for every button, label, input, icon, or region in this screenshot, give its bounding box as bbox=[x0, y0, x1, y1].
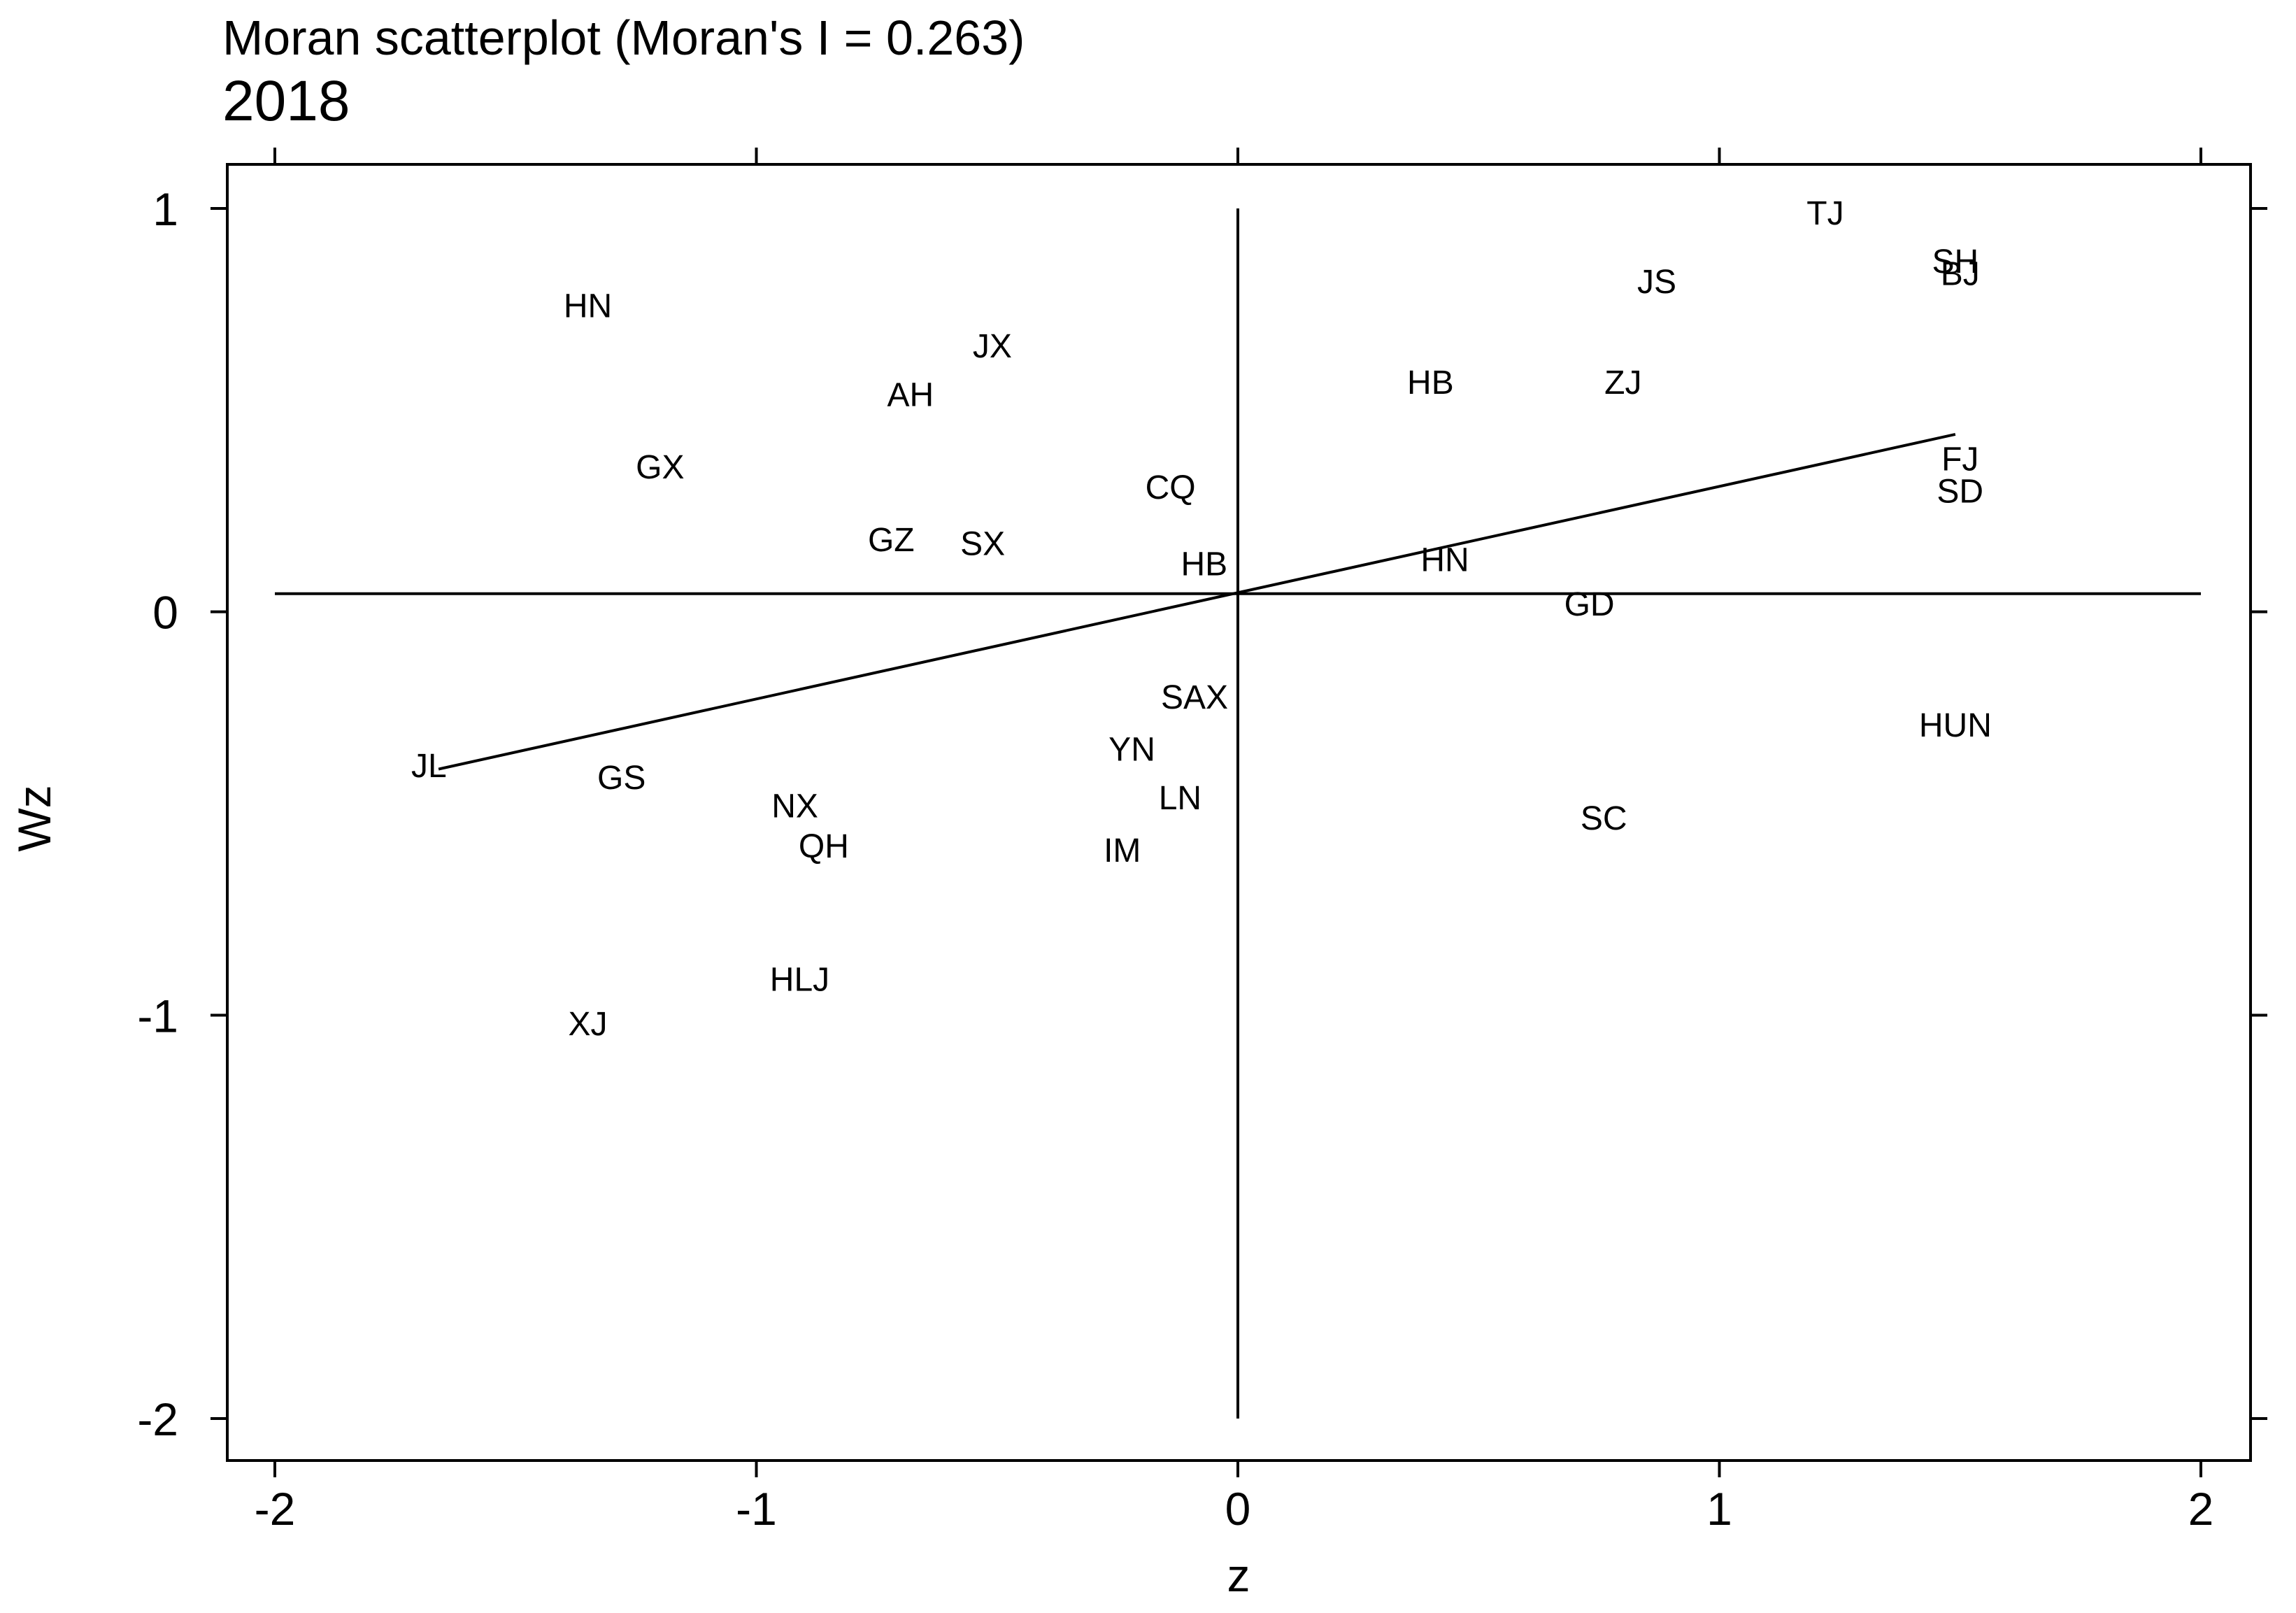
point-label-gz: GZ bbox=[868, 522, 915, 559]
point-label-ln: LN bbox=[1159, 780, 1202, 817]
chart-subtitle: 2018 bbox=[222, 69, 350, 133]
x-tick-label: 0 bbox=[1225, 1483, 1251, 1535]
point-label-jl: JL bbox=[411, 748, 447, 785]
x-tick-label: 1 bbox=[1706, 1483, 1732, 1535]
point-label-sc: SC bbox=[1581, 800, 1627, 837]
axis-ticks: -2 -1 0 1 2 -2 -1 0 1 bbox=[137, 148, 2267, 1535]
point-label-jx: JX bbox=[973, 328, 1012, 365]
point-label-zj: ZJ bbox=[1604, 364, 1641, 402]
y-tick-label: -2 bbox=[137, 1393, 178, 1445]
y-tick-label: 0 bbox=[152, 587, 178, 639]
point-label-fj: FJ bbox=[1941, 441, 1978, 478]
point-label-hn: HN bbox=[1420, 542, 1469, 579]
point-label-im: IM bbox=[1104, 832, 1141, 869]
mean-lines bbox=[275, 208, 2201, 1419]
point-label-hlj: HLJ bbox=[770, 961, 829, 998]
point-label-sh: SH bbox=[1932, 243, 1979, 280]
point-label-gs: GS bbox=[597, 760, 646, 797]
point-label-bj: BJ bbox=[1941, 255, 1980, 292]
y-axis-label: Wz bbox=[8, 785, 60, 851]
y-tick-label: -1 bbox=[137, 990, 178, 1042]
regression-fit-line bbox=[438, 432, 1956, 771]
point-label-sd: SD bbox=[1937, 474, 1983, 511]
x-tick-label: -1 bbox=[736, 1483, 777, 1535]
regression-line bbox=[438, 432, 1956, 771]
point-label-cq: CQ bbox=[1146, 469, 1196, 506]
x-axis-label: z bbox=[1227, 1549, 1250, 1601]
chart-title: Moran scatterplot (Moran's I = 0.263) bbox=[222, 10, 1025, 65]
x-tick-label: 2 bbox=[2188, 1483, 2214, 1535]
point-label-yn: YN bbox=[1108, 732, 1155, 769]
y-tick-label: 1 bbox=[152, 183, 178, 235]
point-label-hb: HB bbox=[1407, 364, 1454, 402]
x-tick-label: -2 bbox=[255, 1483, 296, 1535]
point-label-hun: HUN bbox=[1919, 707, 1992, 744]
point-label-gd: GD bbox=[1564, 586, 1615, 623]
point-label-tj: TJ bbox=[1806, 195, 1844, 232]
point-label-hb: HB bbox=[1181, 546, 1227, 583]
point-label-qh: QH bbox=[799, 828, 849, 865]
point-label-ah: AH bbox=[887, 376, 934, 413]
point-label-js: JS bbox=[1637, 264, 1676, 301]
point-label-hn: HN bbox=[564, 287, 612, 325]
point-label-sx: SX bbox=[960, 526, 1005, 563]
point-label-sax: SAX bbox=[1161, 679, 1228, 716]
point-label-xj: XJ bbox=[569, 1006, 608, 1043]
point-label-gx: GX bbox=[636, 449, 684, 486]
point-label-nx: NX bbox=[771, 788, 818, 825]
